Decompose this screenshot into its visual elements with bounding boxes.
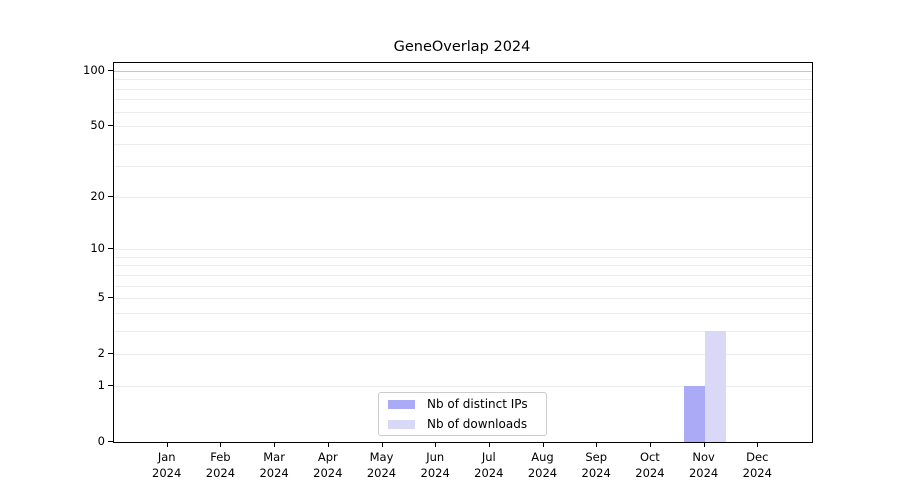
gridline (114, 330, 812, 332)
x-tick-label: Aug 2024 (527, 450, 558, 480)
y-tick-label: 20 (90, 189, 105, 204)
gridline (114, 165, 812, 167)
y-tick-label: 0 (97, 434, 105, 448)
gridline (114, 111, 812, 113)
x-tick-label: Oct 2024 (635, 450, 665, 480)
y-tick-label: 2 (97, 345, 105, 360)
x-tick-label: Feb 2024 (205, 450, 236, 480)
gridline (114, 285, 812, 287)
gridline (114, 125, 812, 127)
gridline (114, 298, 812, 299)
y-tick-label: 100 (83, 63, 105, 77)
x-tick-label: Jul 2024 (474, 450, 504, 480)
plot-area (113, 62, 813, 443)
legend-item-downloads: Nb of downloads (388, 416, 537, 432)
x-tick-label: Sep 2024 (581, 450, 611, 480)
x-tick-label: Dec 2024 (742, 450, 772, 480)
gridline (114, 256, 812, 258)
gridline (114, 79, 812, 81)
gridline (114, 143, 812, 145)
x-tick-label: Jan 2024 (152, 450, 182, 480)
legend: Nb of distinct IPs Nb of downloads (378, 392, 547, 436)
legend-item-distinct-ips: Nb of distinct IPs (388, 396, 537, 412)
gridline (114, 197, 812, 199)
legend-label-downloads: Nb of downloads (427, 417, 528, 431)
x-tick-label: Nov 2024 (688, 450, 719, 480)
x-tick-label: Mar 2024 (259, 450, 289, 480)
y-tick-label: 1 (97, 378, 105, 393)
y-tick-label: 5 (97, 290, 105, 304)
legend-label-distinct-ips: Nb of distinct IPs (427, 397, 528, 411)
y-tick-label: 10 (90, 241, 105, 256)
legend-swatch-downloads (388, 419, 415, 429)
chart-title: GeneOverlap 2024 (393, 39, 531, 55)
gridline (114, 312, 812, 314)
gridline (114, 386, 812, 388)
x-tick-label: May 2024 (366, 450, 397, 480)
bar-distinct-ips (683, 386, 705, 442)
gridline (114, 71, 812, 72)
gridline (114, 353, 812, 355)
gridline (114, 265, 812, 267)
x-tick-label: Jun 2024 (420, 450, 450, 480)
gridline (114, 99, 812, 101)
gridline (114, 88, 812, 90)
x-tick-label: Apr 2024 (313, 450, 343, 480)
y-tick-label: 50 (90, 117, 105, 132)
gridline (114, 249, 812, 251)
gridline (114, 274, 812, 276)
bar-downloads (704, 330, 726, 442)
legend-swatch-distinct-ips (388, 399, 415, 409)
